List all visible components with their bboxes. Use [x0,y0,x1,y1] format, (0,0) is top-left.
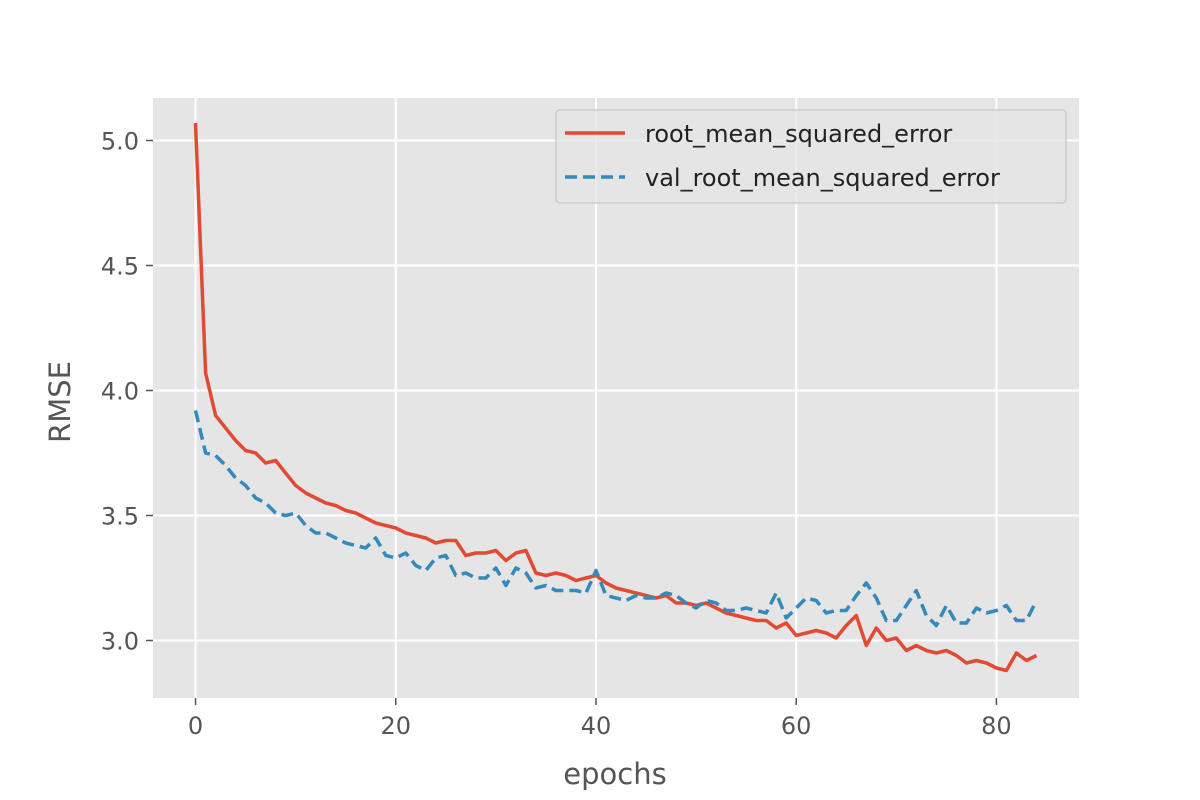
x-tick-label: 60 [781,712,812,740]
legend-box [555,109,1067,204]
legend: root_mean_squared_error val_root_mean_sq… [555,109,1067,204]
x-tick-label: 80 [981,712,1012,740]
y-axis: 3.0 3.5 4.0 4.5 5.0 [101,128,153,656]
y-tick-label: 3.0 [101,628,139,656]
x-tick-label: 20 [380,712,411,740]
y-axis-title: RMSE [43,361,77,443]
x-axis: 0 20 40 60 80 [188,698,1012,740]
x-tick-label: 0 [188,712,203,740]
y-tick-label: 4.5 [101,253,139,281]
series-line-val-root-mean-squared-error [193,410,1039,628]
legend-label-root-mean-squared-error: root_mean_squared_error [645,120,952,148]
series-lines [193,122,1039,673]
legend-label-val-root-mean-squared-error: val_root_mean_squared_error [645,164,1000,192]
x-tick-label: 40 [581,712,612,740]
y-tick-label: 5.0 [101,128,139,156]
y-tick-label: 3.5 [101,503,139,531]
y-tick-label: 4.0 [101,378,139,406]
x-axis-title: epochs [563,757,666,791]
series-line-root-mean-squared-error [193,122,1038,673]
